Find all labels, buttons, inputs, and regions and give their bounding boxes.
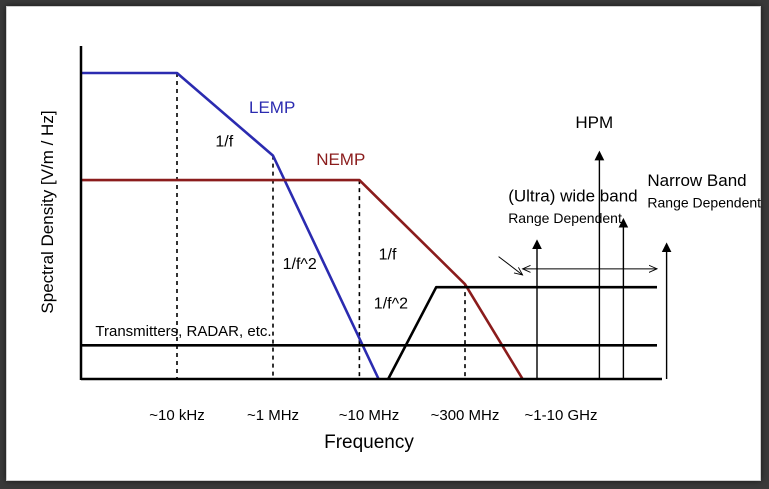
annotation-hpm: HPM	[575, 113, 613, 132]
series-line-lemp	[81, 71, 380, 380]
annotation-nemp_slope2: 1/f^2	[374, 296, 408, 313]
x-tick-labels: ~10 kHz ~1 MHz ~10 MHz ~300 MHz ~1-10 GHz	[149, 407, 597, 424]
series-line-nemp	[81, 178, 524, 380]
spectral-density-chart: ~10 kHz ~1 MHz ~10 MHz ~300 MHz ~1-10 GHz LE…	[38, 46, 761, 453]
range-pointer-arrow	[498, 256, 523, 275]
series-line-uwb	[387, 285, 657, 380]
annotation-narrow_range: Range Dependent	[647, 195, 761, 211]
annotation-nemp_slope1: 1/f	[379, 247, 397, 264]
x-tick-label-4: ~1-10 GHz	[525, 407, 598, 424]
hpm-arrows	[498, 150, 672, 379]
x-tick-label-2: ~10 MHz	[339, 407, 399, 424]
annotation-nemp: NEMP	[316, 150, 365, 169]
y-axis-label: Spectral Density [V/m / Hz]	[38, 110, 57, 313]
annotation-lemp_slope1: 1/f	[215, 133, 233, 150]
annotation-lemp_slope2: 1/f^2	[283, 256, 317, 273]
annotations: LEMP 1/f NEMP 1/f^2 1/f 1/f^2 Transmitters, RA…	[95, 98, 761, 340]
x-tick-label-1: ~1 MHz	[247, 407, 299, 424]
annotation-uwb_range: Range Dependent	[508, 210, 622, 226]
annotation-narrow: Narrow Band	[647, 171, 746, 190]
annotation-lemp: LEMP	[249, 98, 295, 117]
x-tick-label-0: ~10 kHz	[149, 407, 204, 424]
annotation-transmitters: Transmitters, RADAR, etc.	[95, 323, 271, 340]
x-axis-label: Frequency	[324, 432, 414, 453]
dashed-guides	[176, 73, 466, 379]
axes	[79, 46, 662, 381]
series-lines	[81, 71, 657, 380]
figure-frame: ~10 kHz ~1 MHz ~10 MHz ~300 MHz ~1-10 GHz LE…	[6, 6, 761, 481]
x-tick-label-3: ~300 MHz	[431, 407, 500, 424]
annotation-uwb: (Ultra) wide band	[508, 187, 637, 206]
